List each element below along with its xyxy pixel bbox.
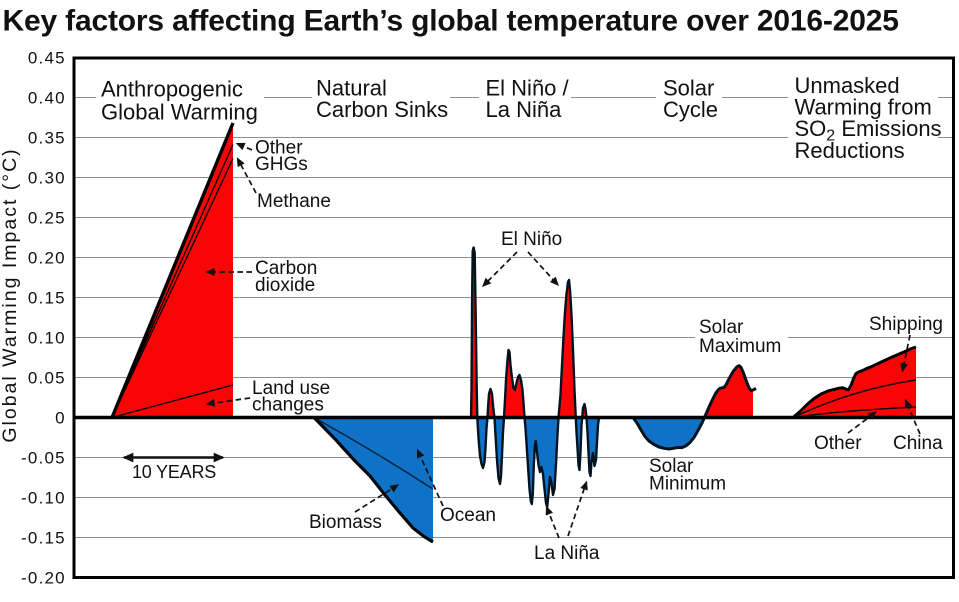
svg-text:Cycle: Cycle (663, 97, 718, 122)
svg-text:0.20: 0.20 (28, 249, 66, 268)
svg-text:Unmasked: Unmasked (795, 73, 900, 98)
svg-text:changes: changes (252, 395, 324, 416)
svg-text:Anthropogenic: Anthropogenic (101, 77, 243, 102)
svg-text:0.10: 0.10 (28, 329, 66, 348)
svg-text:-0.15: -0.15 (21, 529, 66, 548)
svg-text:Warming from: Warming from (795, 95, 932, 120)
svg-text:SO2 Emissions: SO2 Emissions (795, 116, 942, 145)
svg-text:Reductions: Reductions (795, 138, 905, 163)
svg-text:-0.10: -0.10 (21, 489, 66, 508)
svg-text:Maximum: Maximum (699, 336, 781, 357)
svg-text:dioxide: dioxide (255, 275, 315, 296)
svg-text:0.25: 0.25 (28, 209, 66, 228)
svg-text:Global Warming Impact (°C): Global Warming Impact (°C) (0, 147, 21, 442)
svg-text:0.45: 0.45 (28, 49, 66, 68)
svg-text:Ocean: Ocean (440, 505, 496, 526)
svg-text:0.30: 0.30 (28, 169, 66, 188)
svg-text:Minimum: Minimum (649, 474, 726, 495)
svg-text:0: 0 (55, 409, 66, 428)
svg-text:Methane: Methane (257, 191, 331, 212)
svg-text:Key factors affecting Earth’s: Key factors affecting Earth’s global tem… (3, 5, 899, 38)
svg-text:La Niña: La Niña (486, 97, 563, 122)
svg-text:0.35: 0.35 (28, 129, 66, 148)
svg-text:Solar: Solar (663, 76, 714, 101)
svg-text:Other: Other (814, 433, 862, 454)
svg-text:0.15: 0.15 (28, 289, 66, 308)
svg-text:Biomass: Biomass (309, 512, 382, 533)
svg-text:10 YEARS: 10 YEARS (132, 462, 216, 482)
svg-text:-0.20: -0.20 (21, 569, 66, 588)
svg-text:El Niño /: El Niño / (486, 76, 570, 101)
svg-text:0.05: 0.05 (28, 369, 66, 388)
svg-text:Land use: Land use (252, 378, 330, 399)
svg-text:0.40: 0.40 (28, 89, 66, 108)
svg-text:Natural: Natural (316, 76, 387, 101)
svg-text:Carbon: Carbon (255, 258, 317, 279)
svg-text:Global Warming: Global Warming (101, 100, 258, 125)
svg-text:GHGs: GHGs (255, 154, 308, 175)
svg-text:Solar: Solar (649, 456, 694, 477)
svg-text:-0.05: -0.05 (21, 449, 66, 468)
svg-text:Solar: Solar (699, 317, 744, 338)
svg-text:China: China (893, 433, 943, 454)
svg-text:Other: Other (255, 138, 303, 159)
svg-text:Carbon Sinks: Carbon Sinks (316, 97, 448, 122)
svg-text:El Niño: El Niño (501, 229, 562, 250)
svg-text:La Niña: La Niña (534, 543, 600, 564)
svg-text:Shipping: Shipping (869, 314, 943, 335)
